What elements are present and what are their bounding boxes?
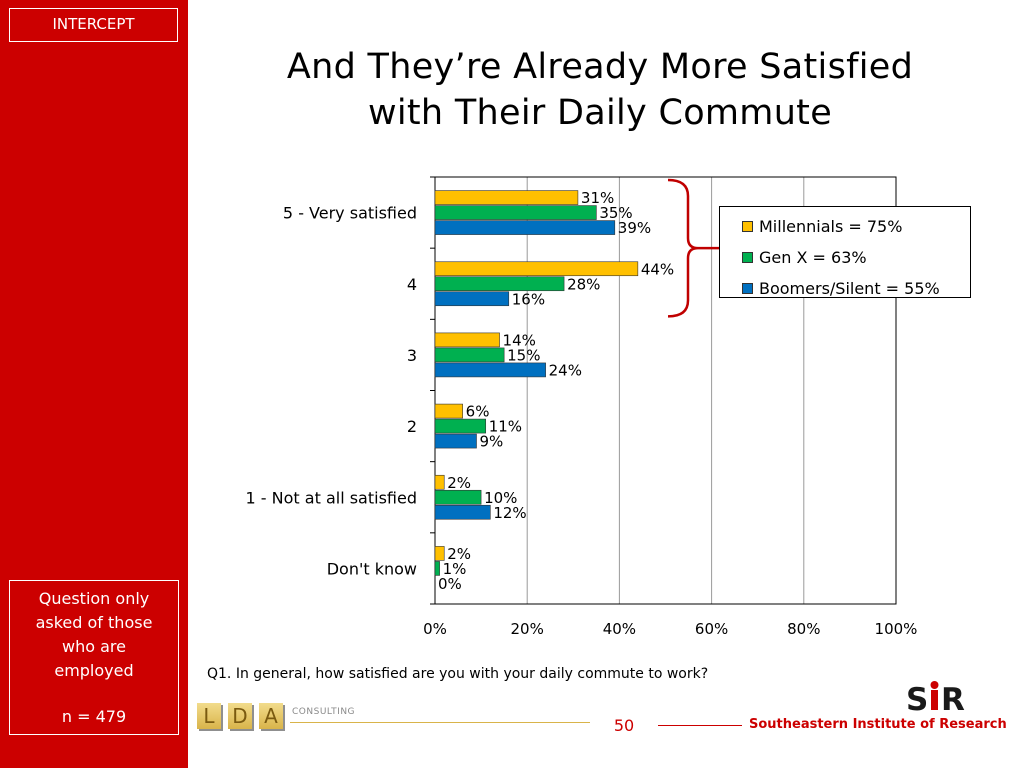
- intercept-label: INTERCEPT: [9, 8, 178, 42]
- sir-logo-i-stem: [931, 690, 938, 710]
- bar: [434, 276, 565, 292]
- data-label: 44%: [641, 260, 674, 278]
- legend-label: Gen X = 63%: [759, 248, 867, 267]
- category-label: 4: [407, 275, 417, 294]
- question-note: Question only asked of those who are emp…: [9, 580, 179, 735]
- legend-item-millennials: Millennials = 75%: [742, 211, 970, 242]
- legend-label: Boomers/Silent = 55%: [759, 279, 940, 298]
- data-label: 10%: [484, 489, 517, 507]
- legend-swatch-boomers: [742, 283, 753, 294]
- title-line-2: with Their Daily Commute: [367, 93, 833, 133]
- x-tick-label: 20%: [511, 620, 544, 638]
- bar: [434, 489, 482, 505]
- x-tick-label: 80%: [787, 620, 820, 638]
- legend-item-genx: Gen X = 63%: [742, 242, 970, 273]
- note-line: who are: [62, 637, 126, 656]
- lda-consulting-logo: L D A CONSULTING: [197, 703, 355, 729]
- legend-swatch-genx: [742, 252, 753, 263]
- lda-tile-l: L: [197, 703, 221, 729]
- category-label: 5 - Very satisfied: [283, 204, 417, 223]
- lda-consulting-text: CONSULTING: [292, 707, 356, 717]
- data-label: 11%: [489, 418, 522, 436]
- data-label: 24%: [549, 361, 582, 379]
- legend-label: Millennials = 75%: [759, 217, 903, 236]
- data-label: 2%: [447, 545, 471, 563]
- category-label: 2: [407, 417, 417, 436]
- bar: [434, 261, 639, 277]
- sir-logo-i-dot: [930, 681, 939, 689]
- bar: [434, 504, 491, 520]
- sir-logo-s: S: [906, 682, 928, 714]
- note-line: Question only: [38, 589, 150, 608]
- data-label: 12%: [493, 504, 526, 522]
- bar: [434, 205, 597, 220]
- bar: [434, 418, 487, 434]
- bar: [434, 403, 463, 419]
- bar: [434, 546, 445, 561]
- x-tick-label: 40%: [603, 620, 636, 638]
- data-label: 15%: [507, 346, 540, 364]
- note-line: asked of those: [35, 613, 153, 632]
- data-label: 6%: [466, 403, 490, 421]
- bar: [434, 291, 510, 307]
- category-label: 3: [407, 346, 417, 365]
- bar: [434, 332, 500, 348]
- bar: [434, 220, 616, 235]
- sir-logo-icon: S R: [906, 681, 965, 714]
- legend-swatch-millennials: [742, 221, 753, 232]
- page-number: 50: [613, 716, 635, 735]
- question-text: Q1. In general, how satisfied are you wi…: [207, 666, 709, 682]
- lda-tile-a: A: [259, 703, 283, 729]
- bar: [434, 362, 546, 378]
- legend-item-boomers: Boomers/Silent = 55%: [742, 273, 970, 304]
- sir-logo-r: R: [941, 682, 965, 714]
- organization-name: Southeastern Institute of Research: [749, 717, 1007, 732]
- data-label: 14%: [503, 331, 536, 349]
- x-tick-label: 0%: [423, 620, 447, 638]
- data-label: 1%: [443, 560, 467, 578]
- title-line-1: And They’re Already More Satisfied: [286, 47, 914, 87]
- x-tick-label: 100%: [875, 620, 918, 638]
- grouping-bracket: [667, 178, 699, 318]
- data-label: 35%: [599, 204, 632, 222]
- chart-legend: Millennials = 75% Gen X = 63% Boomers/Si…: [719, 206, 971, 298]
- bar: [434, 561, 440, 576]
- note-line: employed: [54, 661, 134, 680]
- data-label: 39%: [618, 219, 651, 237]
- x-tick-label: 60%: [695, 620, 728, 638]
- footer-divider-left: [290, 722, 590, 723]
- bar: [434, 347, 505, 363]
- data-label: 16%: [512, 290, 545, 308]
- sidebar: INTERCEPT Question only asked of those w…: [0, 0, 188, 768]
- data-label: 0%: [438, 575, 462, 593]
- bar: [434, 190, 579, 205]
- category-label: Don't know: [327, 559, 417, 578]
- data-label: 28%: [567, 275, 600, 293]
- data-label: 31%: [581, 189, 614, 207]
- data-label: 9%: [479, 433, 503, 451]
- page-title: And They’re Already More Satisfied with …: [220, 44, 980, 136]
- data-label: 2%: [447, 474, 471, 492]
- sample-size: n = 479: [61, 707, 127, 726]
- category-label: 1 - Not at all satisfied: [246, 488, 417, 507]
- bar: [434, 474, 445, 490]
- bar: [434, 433, 477, 449]
- footer-divider-right: [658, 725, 742, 726]
- lda-tile-d: D: [228, 703, 252, 729]
